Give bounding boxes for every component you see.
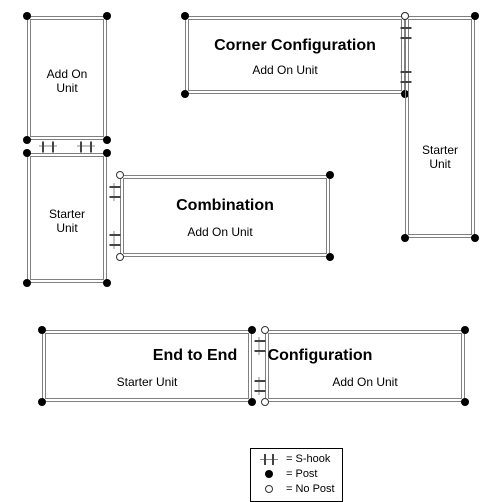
legend-open-icon — [258, 485, 280, 493]
unit-label: Add On Unit — [332, 375, 397, 389]
post-filled — [326, 253, 334, 261]
unit-label: Add On Unit — [252, 63, 317, 77]
post-open — [116, 253, 124, 261]
post-filled — [326, 171, 334, 179]
unit-label: Starter Unit — [117, 375, 178, 389]
unit-label: Starter Unit — [422, 144, 458, 172]
post-filled — [103, 12, 111, 20]
post-filled — [103, 136, 111, 144]
s-hook-connector — [259, 337, 260, 355]
s-hook-connector — [114, 231, 115, 249]
unit-label: Starter Unit — [49, 208, 85, 236]
s-hook-connector — [77, 146, 95, 147]
post-open — [261, 398, 269, 406]
legend-text: = Post — [286, 467, 318, 482]
post-filled — [401, 234, 409, 242]
s-hook-connector — [405, 68, 406, 86]
s-hook-connector — [259, 377, 260, 395]
post-filled — [38, 398, 46, 406]
unit-label: Add On Unit — [187, 225, 252, 239]
post-filled — [248, 398, 256, 406]
post-filled — [103, 149, 111, 157]
post-filled — [23, 136, 31, 144]
legend-shook-icon — [258, 454, 280, 465]
section-title: Configuration — [268, 347, 373, 365]
s-hook-connector — [114, 183, 115, 201]
legend-filled-icon — [258, 470, 280, 478]
shelving-configuration-diagram: Corner Configuration Add On Unit Starter U… — [0, 0, 500, 500]
legend-row: = S-hook — [258, 452, 335, 467]
post-open — [401, 12, 409, 20]
post-filled — [38, 326, 46, 334]
post-filled — [248, 326, 256, 334]
legend-text: = S-hook — [286, 452, 330, 467]
section-title: Combination — [176, 197, 274, 215]
unit-corner-starter — [405, 16, 475, 238]
unit-e2e-starter — [42, 330, 252, 402]
unit-combo-addon — [120, 175, 330, 257]
post-filled — [471, 234, 479, 242]
post-filled — [181, 12, 189, 20]
section-title: End to End — [153, 347, 237, 365]
s-hook-connector — [405, 24, 406, 42]
post-filled — [23, 149, 31, 157]
post-filled — [471, 12, 479, 20]
unit-corner-addon — [185, 16, 405, 94]
post-open — [116, 171, 124, 179]
unit-label: Add On Unit — [47, 68, 88, 96]
post-filled — [103, 279, 111, 287]
post-filled — [23, 12, 31, 20]
legend: = S-hook= Post= No Post — [250, 448, 343, 502]
post-filled — [23, 279, 31, 287]
unit-e2e-addon — [265, 330, 465, 402]
s-hook-connector — [39, 146, 57, 147]
post-filled — [461, 398, 469, 406]
post-open — [261, 326, 269, 334]
legend-row: = Post — [258, 467, 335, 482]
post-filled — [461, 326, 469, 334]
legend-row: = No Post — [258, 482, 335, 497]
post-filled — [181, 90, 189, 98]
legend-text: = No Post — [286, 482, 335, 497]
section-title: Corner Configuration — [214, 37, 376, 55]
